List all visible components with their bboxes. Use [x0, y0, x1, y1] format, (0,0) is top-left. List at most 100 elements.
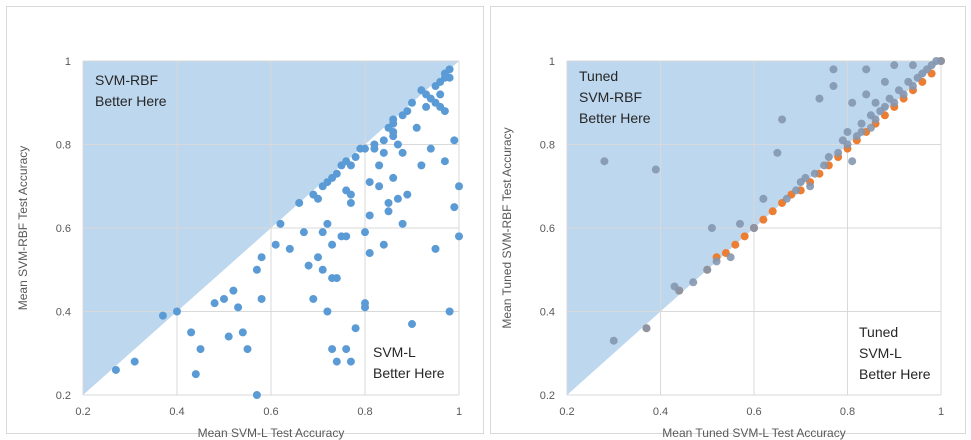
data-point: [445, 73, 454, 82]
data-point: [328, 240, 337, 249]
data-point: [351, 153, 360, 162]
data-point: [937, 57, 945, 65]
data-point: [252, 391, 261, 399]
data-point: [224, 332, 233, 341]
y-tick-label: 0.6: [56, 223, 71, 235]
data-point: [111, 365, 120, 374]
data-point: [848, 157, 857, 166]
data-point: [857, 119, 866, 128]
x-tick-label: 0.4: [653, 406, 668, 418]
data-point: [403, 190, 412, 199]
data-point: [735, 219, 744, 228]
data-point: [384, 198, 393, 207]
data-point: [455, 182, 463, 191]
data-point: [361, 228, 369, 237]
data-point: [220, 294, 228, 303]
data-point: [408, 320, 416, 329]
scatter-chart-tuned-svm-l-vs-rbf: 0.2 0.4 0.6 0.8 1 0.2 0.4 0.6 0.8 1 Mean Tuned SVM…: [500, 56, 945, 440]
data-point: [375, 182, 384, 191]
data-point: [712, 257, 721, 266]
data-point: [880, 102, 889, 111]
y-axis-label: Mean SVM-RBF Test Accuracy: [16, 146, 30, 311]
data-point: [843, 127, 852, 136]
data-point: [314, 253, 322, 262]
data-point: [365, 178, 374, 187]
data-point: [398, 219, 407, 228]
data-point: [703, 265, 712, 274]
x-tick-label: 0.2: [559, 406, 574, 418]
data-point: [187, 328, 196, 337]
data-point: [750, 224, 758, 232]
data-point: [361, 144, 369, 153]
data-point: [871, 115, 880, 124]
data-point: [871, 98, 880, 107]
y-tick-label: 0.6: [540, 223, 555, 235]
x-axis-label: Mean SVM-L Test Accuracy: [198, 426, 345, 440]
data-point: [689, 278, 698, 287]
data-point: [346, 357, 355, 366]
data-point: [323, 219, 332, 228]
data-point: [342, 232, 351, 241]
data-point: [375, 161, 384, 170]
region-annotation: Tuned SVM-RBF Better Here: [579, 68, 651, 126]
region-annotation: SVM-RBF Better Here: [95, 72, 167, 109]
y-tick-label: 0.2: [540, 390, 555, 402]
data-point: [309, 294, 318, 303]
data-point: [271, 240, 280, 249]
x-tick-label: 0.8: [357, 406, 372, 418]
data-point: [843, 140, 852, 149]
data-point: [393, 194, 402, 203]
data-point: [403, 107, 412, 116]
y-tick-label: 0.4: [56, 307, 71, 319]
x-tick-label: 0.4: [169, 406, 184, 418]
x-tick-label: 1: [456, 406, 462, 418]
data-point: [815, 94, 824, 103]
data-point: [314, 194, 322, 203]
data-point: [276, 219, 285, 228]
data-point: [346, 198, 355, 207]
data-point: [908, 61, 917, 70]
data-point: [361, 299, 369, 308]
data-point: [389, 115, 398, 124]
data-point: [384, 207, 393, 216]
data-point: [393, 140, 402, 149]
data-point: [332, 274, 341, 283]
data-point: [318, 228, 327, 237]
data-point: [806, 182, 815, 191]
data-point: [238, 328, 247, 337]
x-tick-label: 0.6: [263, 406, 278, 418]
data-point: [426, 144, 435, 153]
data-point: [412, 123, 421, 132]
data-point: [782, 194, 791, 203]
data-point: [210, 299, 219, 308]
data-point: [450, 203, 459, 212]
data-point: [328, 345, 337, 354]
data-point: [351, 324, 360, 333]
x-tick-label: 0.6: [746, 406, 761, 418]
data-point: [862, 65, 871, 74]
data-point: [726, 253, 735, 262]
data-point: [257, 294, 266, 303]
data-point: [332, 357, 341, 366]
data-point: [342, 345, 351, 354]
data-point: [379, 240, 388, 249]
data-point: [252, 265, 261, 274]
data-point: [379, 136, 388, 145]
data-point: [130, 357, 139, 366]
data-point: [229, 286, 238, 295]
data-point: [243, 345, 252, 354]
data-point: [158, 311, 167, 320]
y-tick-label: 0.8: [56, 140, 71, 152]
data-point: [759, 215, 768, 224]
data-point: [370, 140, 379, 149]
data-point: [408, 98, 416, 107]
data-point: [829, 65, 838, 74]
data-point: [389, 173, 398, 182]
data-point: [609, 336, 618, 345]
data-point: [834, 148, 843, 157]
data-point: [422, 102, 431, 111]
data-point: [908, 82, 917, 91]
data-point: [890, 61, 899, 70]
y-axis-label: Mean Tuned SVM-RBF Test Accuracy: [500, 127, 514, 328]
x-tick-label: 0.8: [840, 406, 855, 418]
